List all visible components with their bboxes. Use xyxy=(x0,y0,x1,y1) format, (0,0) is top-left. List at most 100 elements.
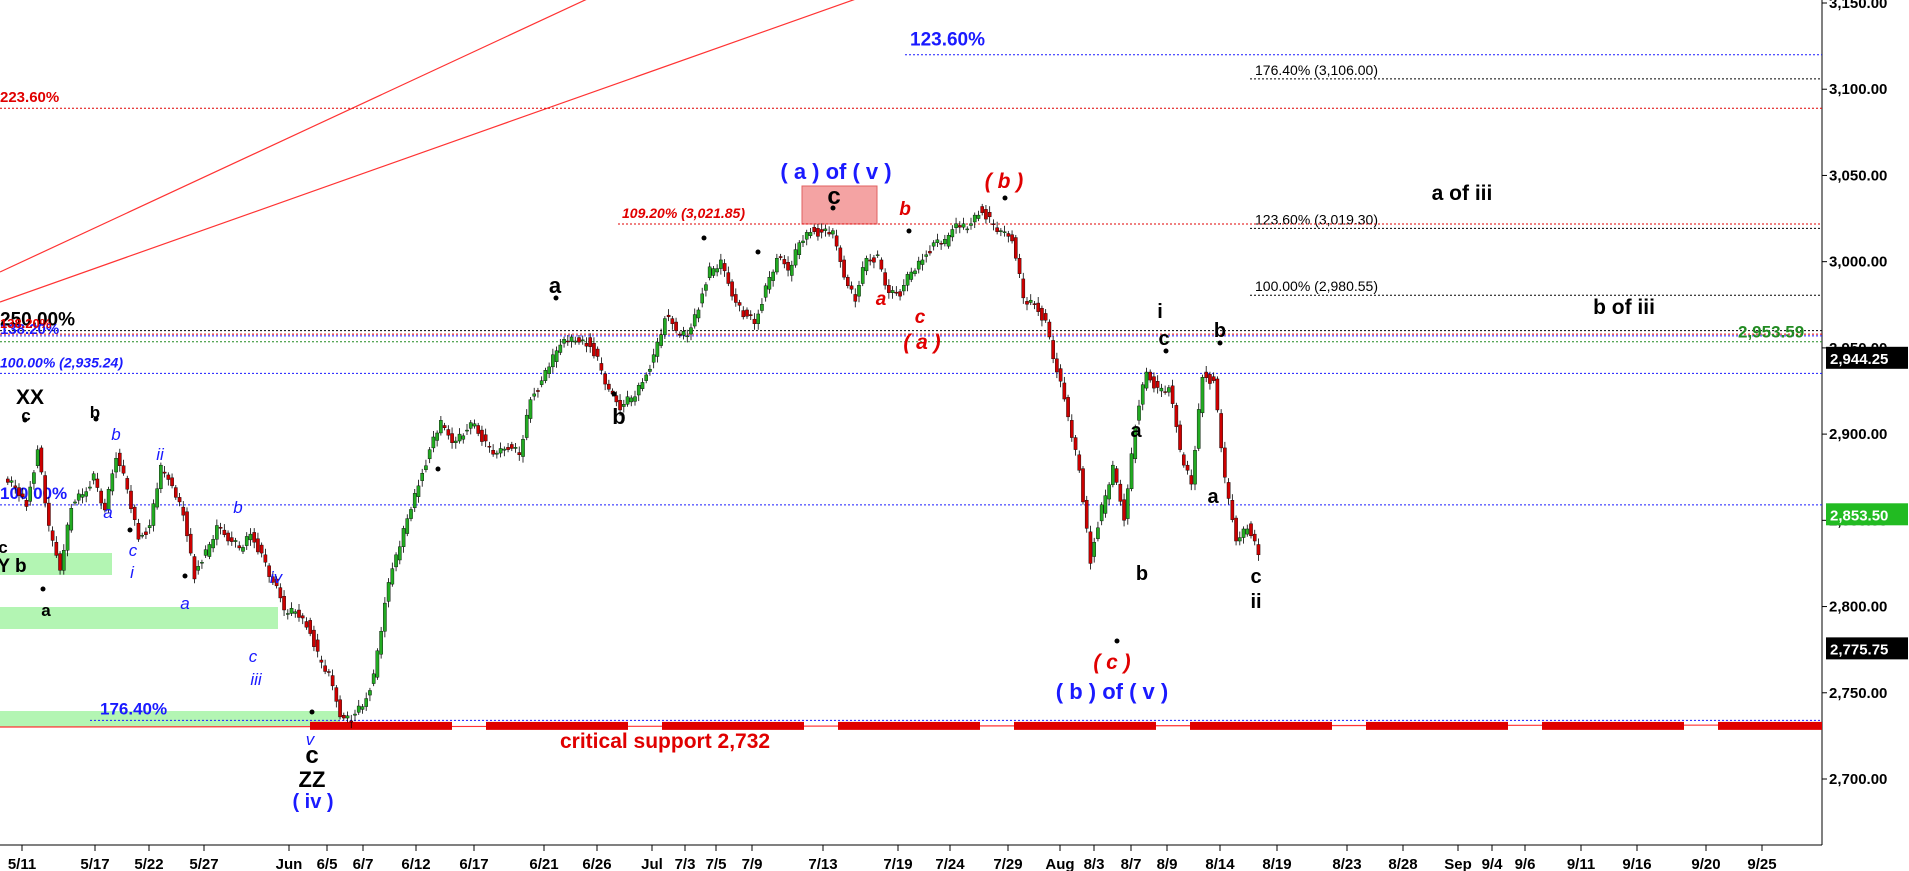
x-tick-label: 8/14 xyxy=(1205,856,1235,871)
candle-body xyxy=(928,251,932,254)
candle-body xyxy=(502,448,507,451)
wave-label-c-left: c xyxy=(0,538,8,557)
candle-body xyxy=(692,314,697,327)
x-axis: 5/11 5/17 5/22 5/27 Jun 6/5 6/7 6/12 6/17 6/21 6/2… xyxy=(8,845,1777,871)
candle-body xyxy=(1189,475,1194,485)
candle-body xyxy=(1133,427,1138,460)
x-tick-label: 6/5 xyxy=(317,856,338,871)
swing-point xyxy=(611,391,617,397)
candle-body xyxy=(898,291,902,297)
x-tick-label: 5/27 xyxy=(189,856,218,871)
candle-body xyxy=(816,228,820,237)
candle-body xyxy=(43,475,47,504)
trend-line xyxy=(0,0,587,273)
candle-body xyxy=(1204,371,1208,378)
candle-body xyxy=(229,537,234,542)
candle-body xyxy=(595,348,600,357)
candle-body xyxy=(972,214,977,223)
candle-body xyxy=(954,223,958,228)
candle-body xyxy=(17,487,21,496)
candle-body xyxy=(648,368,652,372)
candle-body xyxy=(1170,385,1175,404)
candle-body xyxy=(54,541,59,556)
candle-body xyxy=(360,706,365,710)
candle-body xyxy=(147,525,152,529)
candle-body xyxy=(958,225,962,228)
swing-point xyxy=(830,205,836,211)
candle-body xyxy=(136,523,141,540)
candle-body xyxy=(1043,313,1048,321)
candle-body xyxy=(872,257,876,263)
price-label-value: 2,944.25 xyxy=(1830,351,1888,368)
candle-body xyxy=(461,435,466,440)
candle-body xyxy=(797,242,802,255)
wave-label-b-right: b xyxy=(1214,320,1226,342)
candle-body xyxy=(1066,397,1070,418)
candle-body xyxy=(140,535,145,537)
level-label: 2,953.59 xyxy=(1738,323,1804,342)
candle-body xyxy=(1193,450,1197,485)
candle-body xyxy=(1055,358,1059,373)
candle-body xyxy=(943,239,947,245)
candle-body xyxy=(323,665,327,672)
candle-body xyxy=(536,390,540,392)
candle-body xyxy=(256,538,260,553)
candle-body xyxy=(1223,447,1227,478)
candle-body xyxy=(446,429,451,436)
candle-body xyxy=(5,478,10,483)
candle-body xyxy=(827,232,831,235)
candle-body xyxy=(939,243,943,245)
candle-body xyxy=(1129,453,1134,489)
candle-body xyxy=(91,473,96,481)
candle-body xyxy=(965,228,970,231)
swing-point xyxy=(435,466,441,472)
candle-body xyxy=(834,235,839,247)
candle-body xyxy=(696,309,701,319)
candle-body xyxy=(726,272,731,284)
x-tick-label: 9/20 xyxy=(1691,856,1720,871)
wave-label-c-right2: c xyxy=(1250,566,1261,588)
candle-body xyxy=(603,373,607,385)
x-tick-label: 7/13 xyxy=(808,856,837,871)
candle-body xyxy=(1219,413,1223,449)
candle-body xyxy=(1125,488,1130,519)
candle-body xyxy=(1245,528,1250,535)
candle-body xyxy=(875,254,880,256)
candle-body xyxy=(883,272,887,286)
candle-body xyxy=(356,705,361,713)
wave-label-a1: a xyxy=(103,503,112,522)
x-tick-label: 9/25 xyxy=(1747,856,1776,871)
candle-body xyxy=(819,229,824,233)
wave-label-c-red-paren: ( c ) xyxy=(1093,651,1130,674)
candle-body xyxy=(1152,376,1156,389)
swing-point xyxy=(1217,340,1223,346)
level-label: 223.60% xyxy=(0,89,59,106)
y-tick-label: 2,700.00 xyxy=(1829,771,1887,788)
candle-body xyxy=(121,465,126,474)
x-tick-label: 6/17 xyxy=(459,856,488,871)
wave-label-a-of-iii: a of iii xyxy=(1432,182,1493,205)
candle-body xyxy=(633,396,637,402)
wave-label-c2: c xyxy=(249,647,258,666)
candle-body xyxy=(9,480,14,483)
candle-body xyxy=(401,528,406,547)
critical-support-label: critical support 2,732 xyxy=(560,730,770,753)
candle-body xyxy=(1028,299,1033,303)
candle-body xyxy=(371,673,376,684)
candle-body xyxy=(580,339,585,342)
y-tick-label: 3,150.00 xyxy=(1829,0,1887,12)
candle-body xyxy=(1215,378,1220,411)
candle-body xyxy=(1014,237,1018,259)
candle-body xyxy=(730,281,734,297)
wave-label-i-right: i xyxy=(1157,301,1163,323)
candle-body xyxy=(114,458,118,473)
swing-point xyxy=(1163,348,1169,354)
candle-body xyxy=(1025,301,1029,305)
candle-body xyxy=(946,235,951,247)
y-tick-label: 3,050.00 xyxy=(1829,167,1887,184)
candle-body xyxy=(244,536,249,546)
candle-body xyxy=(215,525,219,540)
candle-body xyxy=(622,404,626,407)
